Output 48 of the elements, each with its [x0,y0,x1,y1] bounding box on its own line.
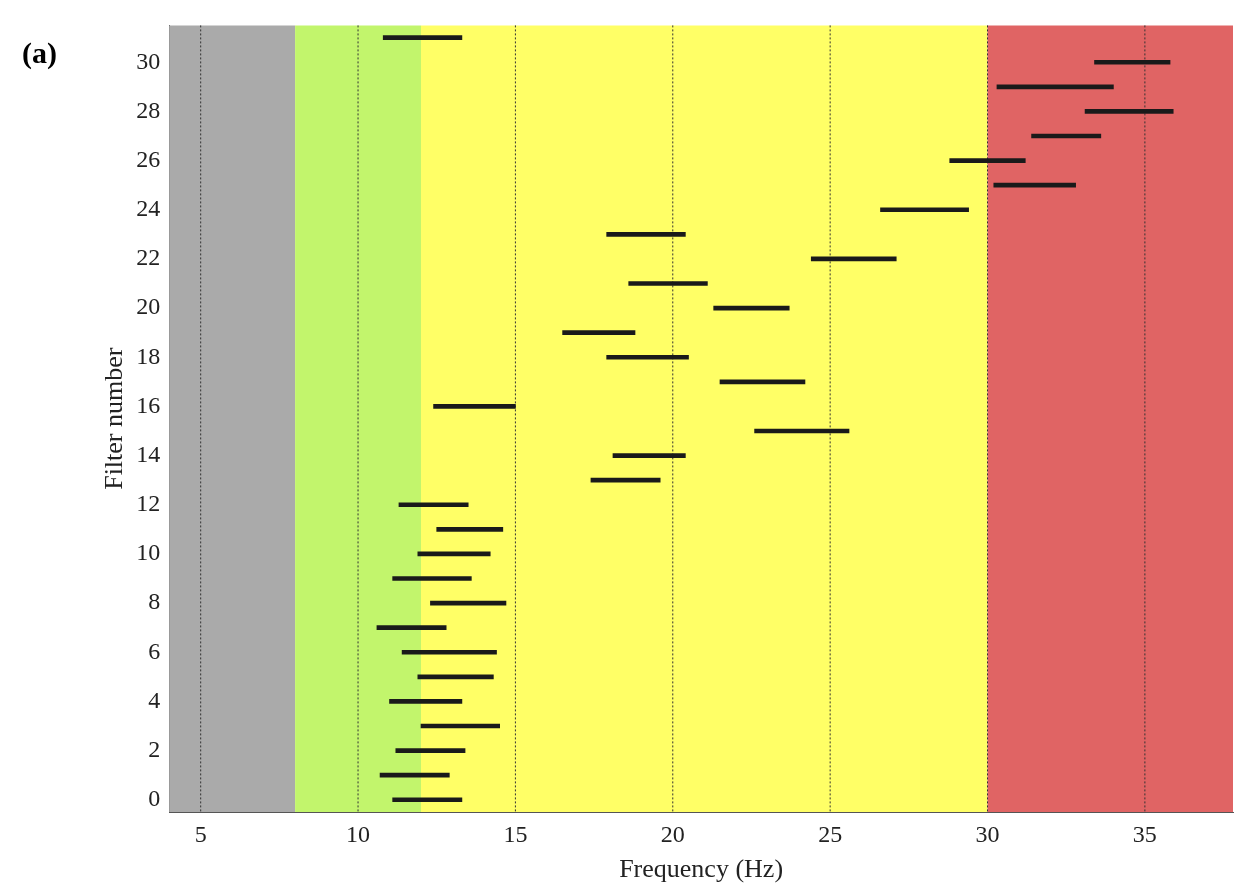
x-tick-label: 5 [194,820,207,847]
text: (a) [22,36,57,70]
bar [398,502,469,508]
bar [389,699,463,704]
bar [880,207,969,213]
y-axis-title: Filter number [99,347,129,490]
bar [1094,59,1171,65]
bar [392,797,463,803]
x-tick-label: 20 [660,820,685,847]
y-tick-label: 2 [148,735,161,762]
y-tick-label: 16 [136,391,161,418]
y-tick-label: 24 [136,195,161,222]
bar [1084,109,1174,114]
y-tick-label: 0 [148,785,161,812]
x-tick-label: 15 [503,820,528,847]
y-tick-label: 14 [136,440,161,467]
y-tick-label: 28 [136,96,161,123]
bar [606,232,686,237]
y-tick-label: 26 [136,145,161,172]
y-tick-label: 4 [148,686,161,713]
bar [628,281,708,286]
x-tick-label: 25 [818,820,843,847]
x-tick-label: 30 [975,820,1000,847]
bar [719,379,806,385]
y-tick-label: 30 [136,47,161,74]
bar [436,526,504,532]
bar [401,649,497,655]
bar [376,625,447,630]
y-tick-label: 8 [148,588,161,615]
bar [606,354,689,360]
bar [395,748,466,753]
y-tick-label: 12 [136,490,161,517]
bar [562,330,636,335]
y-tick-label: 18 [136,342,161,369]
x-axis-title: Frequency (Hz) [619,854,784,884]
bar [993,182,1076,188]
bar [949,158,1026,163]
y-tick-label: 20 [136,293,161,320]
x-tick-label: 10 [346,820,371,847]
y-tick-label: 22 [136,244,161,271]
y-tick-label: 6 [148,637,161,664]
x-tick-label: 35 [1132,820,1157,847]
bar [417,674,494,680]
y-tick-label: 10 [136,539,161,566]
bar [433,404,516,409]
bar [382,35,463,41]
bar [612,453,686,458]
bar [392,576,472,581]
